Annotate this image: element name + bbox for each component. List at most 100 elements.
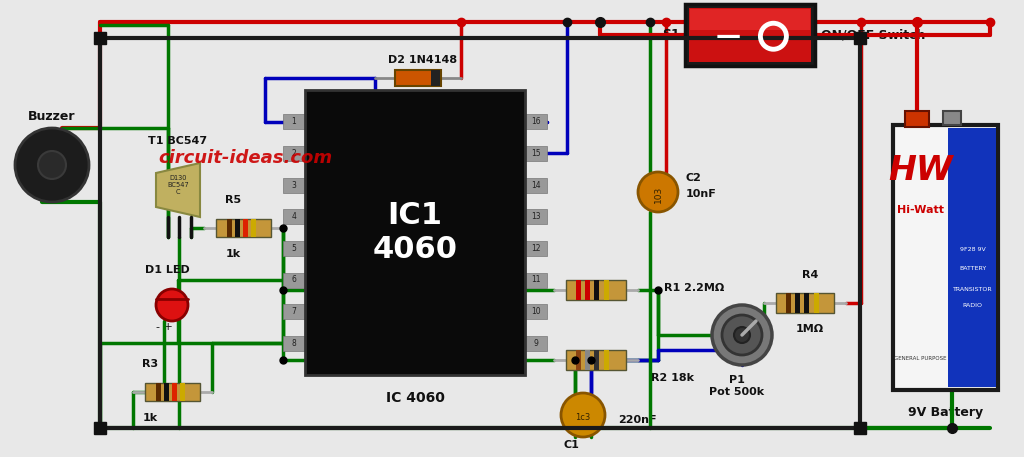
Text: 6: 6 xyxy=(292,276,296,285)
Bar xyxy=(171,383,176,401)
Text: HW: HW xyxy=(888,154,952,186)
Text: TRANSISTOR: TRANSISTOR xyxy=(953,287,992,292)
Bar xyxy=(594,350,598,370)
Bar xyxy=(226,219,231,237)
Bar xyxy=(305,90,525,375)
Bar xyxy=(525,241,547,256)
Text: 1: 1 xyxy=(292,117,296,126)
Bar xyxy=(795,293,800,313)
Bar xyxy=(234,219,240,237)
Circle shape xyxy=(15,128,89,202)
Bar xyxy=(283,241,305,256)
Bar xyxy=(525,209,547,224)
Circle shape xyxy=(561,393,605,437)
Bar xyxy=(566,280,626,300)
Circle shape xyxy=(38,151,66,179)
Text: IC 4060: IC 4060 xyxy=(386,391,444,405)
Text: D130
BC547
C: D130 BC547 C xyxy=(167,175,188,195)
Text: GENERAL PURPOSE: GENERAL PURPOSE xyxy=(894,356,946,361)
Text: ON/OFF Switch: ON/OFF Switch xyxy=(821,28,926,42)
Bar xyxy=(215,219,270,237)
Text: IC1
4060: IC1 4060 xyxy=(373,201,458,264)
Bar xyxy=(947,128,996,387)
Bar xyxy=(525,272,547,287)
Text: BATTERY: BATTERY xyxy=(959,266,986,271)
Bar xyxy=(100,38,860,428)
Text: —: — xyxy=(716,24,740,48)
Bar xyxy=(566,350,626,370)
Text: 1c3: 1c3 xyxy=(575,413,591,421)
Bar xyxy=(283,336,305,351)
Text: 4: 4 xyxy=(292,212,296,221)
Bar xyxy=(585,280,590,300)
Text: 15: 15 xyxy=(531,149,541,158)
Bar xyxy=(164,383,169,401)
Text: 8: 8 xyxy=(292,339,296,348)
Bar xyxy=(585,350,590,370)
Text: R5: R5 xyxy=(225,195,241,205)
Text: 12: 12 xyxy=(531,244,541,253)
Text: P1: P1 xyxy=(729,375,744,385)
Bar xyxy=(575,280,581,300)
Bar xyxy=(283,146,305,161)
Text: S1: S1 xyxy=(663,28,680,42)
Bar xyxy=(785,293,791,313)
Text: D2 1N4148: D2 1N4148 xyxy=(388,55,458,65)
Text: - +: - + xyxy=(156,322,172,332)
Text: circuit-ideas.com: circuit-ideas.com xyxy=(158,149,332,167)
Text: 7: 7 xyxy=(292,307,296,316)
Circle shape xyxy=(638,172,678,212)
Text: 16: 16 xyxy=(531,117,541,126)
Text: R1 2.2MΩ: R1 2.2MΩ xyxy=(664,283,724,293)
Text: 9F28 9V: 9F28 9V xyxy=(959,247,986,252)
Bar xyxy=(813,293,818,313)
Circle shape xyxy=(722,315,762,355)
Text: R4: R4 xyxy=(802,270,818,280)
Bar xyxy=(283,272,305,287)
Bar xyxy=(525,177,547,192)
Bar xyxy=(251,219,256,237)
Bar xyxy=(776,293,834,313)
Text: 10nF: 10nF xyxy=(686,189,717,199)
Text: 9: 9 xyxy=(534,339,539,348)
Circle shape xyxy=(712,305,772,365)
Text: Buzzer: Buzzer xyxy=(29,111,76,123)
Text: Hi-Watt: Hi-Watt xyxy=(897,205,944,215)
Text: RADIO: RADIO xyxy=(963,303,983,308)
Bar xyxy=(525,146,547,161)
Bar xyxy=(603,350,608,370)
Bar xyxy=(525,114,547,129)
Circle shape xyxy=(734,327,750,343)
Polygon shape xyxy=(156,163,200,217)
Bar xyxy=(144,383,200,401)
Bar xyxy=(893,125,998,390)
Bar xyxy=(243,219,248,237)
Text: 1k: 1k xyxy=(225,249,241,259)
Text: 220nF: 220nF xyxy=(618,415,656,425)
Text: 5: 5 xyxy=(292,244,296,253)
Text: Pot 500k: Pot 500k xyxy=(710,387,765,397)
Bar xyxy=(395,70,441,86)
Bar xyxy=(690,9,810,30)
Text: C2: C2 xyxy=(686,173,701,183)
Text: 10: 10 xyxy=(531,307,541,316)
Bar xyxy=(179,383,184,401)
Text: 1k: 1k xyxy=(142,413,158,423)
Bar xyxy=(525,304,547,319)
Bar xyxy=(283,304,305,319)
Text: 13: 13 xyxy=(531,212,541,221)
Bar xyxy=(804,293,809,313)
Text: C1: C1 xyxy=(563,440,579,450)
Bar xyxy=(575,350,581,370)
Text: 14: 14 xyxy=(531,181,541,190)
Bar xyxy=(525,336,547,351)
Text: R2 18k: R2 18k xyxy=(651,373,694,383)
Bar xyxy=(156,383,161,401)
Text: 103: 103 xyxy=(653,186,663,202)
Bar xyxy=(283,114,305,129)
Text: T1 BC547: T1 BC547 xyxy=(148,136,208,146)
Text: 1MΩ: 1MΩ xyxy=(796,324,824,334)
Bar xyxy=(283,209,305,224)
Bar xyxy=(594,280,598,300)
Bar xyxy=(943,111,961,125)
